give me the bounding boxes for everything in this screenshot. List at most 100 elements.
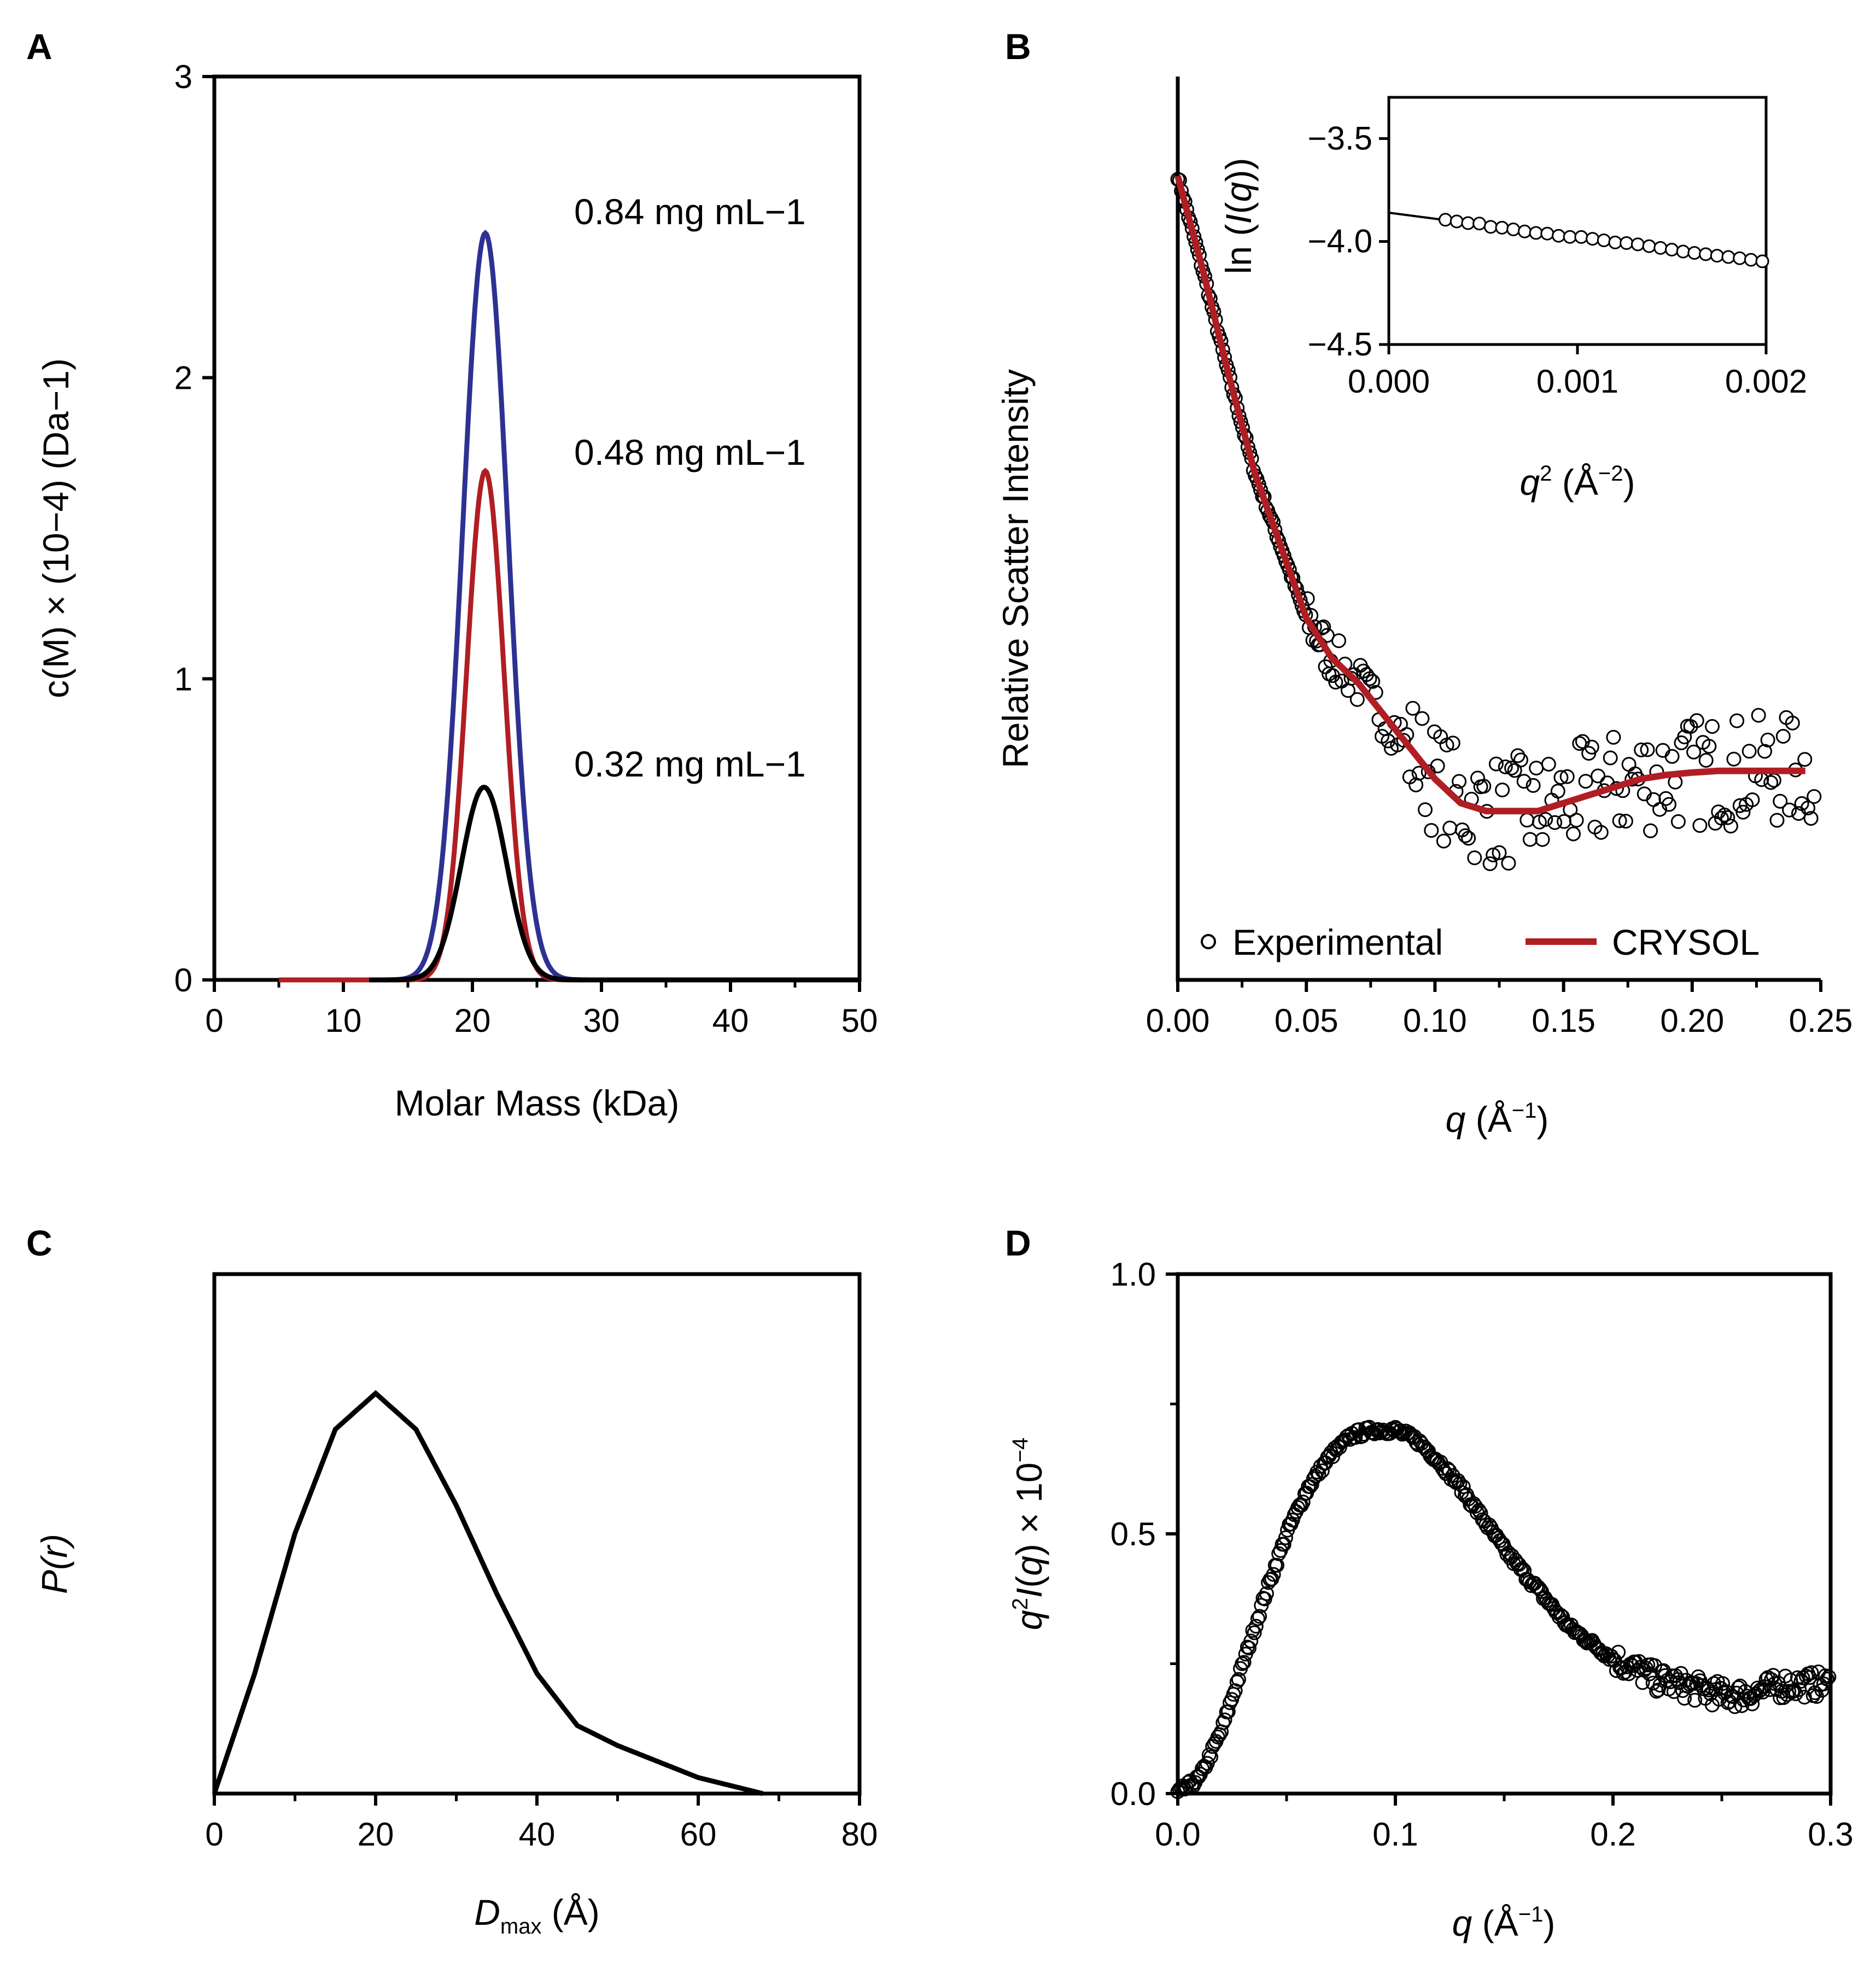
guinier-point xyxy=(1574,230,1588,244)
guinier-point xyxy=(1721,250,1735,264)
kratky-point xyxy=(1687,1692,1703,1708)
experimental-point xyxy=(1559,769,1575,784)
experimental-point xyxy=(1621,757,1637,772)
legend-label-crysol: CRYSOL xyxy=(1612,922,1760,962)
guinier-point xyxy=(1653,241,1668,255)
experimental-point xyxy=(1476,779,1492,794)
experimental-point xyxy=(1541,757,1556,772)
guinier-point xyxy=(1744,253,1758,267)
guinier-point xyxy=(1710,249,1724,263)
kratky-point xyxy=(1820,1672,1835,1687)
ytick-label-a: 2 xyxy=(174,360,192,396)
plot-frame-d xyxy=(1176,1272,1833,1796)
kratky-point xyxy=(1228,1683,1243,1698)
ytick-label-d: 0.5 xyxy=(1111,1516,1156,1552)
kratky-point xyxy=(1611,1644,1626,1660)
experimental-point xyxy=(1670,814,1686,829)
kratky-point xyxy=(1243,1633,1259,1649)
experimental-point xyxy=(1745,792,1760,808)
experimental-point xyxy=(1529,761,1544,776)
guinier-point xyxy=(1597,233,1611,247)
kratky-point xyxy=(1804,1665,1819,1680)
kratky-point xyxy=(1231,1672,1246,1687)
kratky-point xyxy=(1621,1666,1637,1681)
xtick-label-a: 20 xyxy=(454,1002,491,1039)
experimental-point xyxy=(1720,810,1735,825)
experimental-point xyxy=(1535,832,1550,847)
experimental-point xyxy=(1430,758,1445,774)
experimental-point xyxy=(1522,832,1538,847)
kratky-point xyxy=(1252,1609,1267,1624)
guinier-point xyxy=(1461,216,1475,230)
kratky-point xyxy=(1229,1674,1244,1690)
kratky-point xyxy=(1314,1463,1330,1479)
experimental-point xyxy=(1760,732,1775,748)
experimental-point xyxy=(1492,845,1507,860)
experimental-point xyxy=(1467,850,1482,866)
experimental-point xyxy=(1501,856,1516,871)
yaxis-title-a: c(M) × (10−4) (Da−1) xyxy=(36,358,76,698)
kratky-point xyxy=(1717,1685,1732,1701)
kratky-point xyxy=(1715,1676,1731,1691)
label-048: 0.48 mg mL−1 xyxy=(574,432,806,472)
kratky-point xyxy=(1785,1684,1800,1700)
ytick-label-a: 0 xyxy=(174,962,192,998)
xtick-label-b: 0.15 xyxy=(1532,1002,1596,1039)
kratky-point xyxy=(1250,1611,1265,1626)
guinier-point xyxy=(1472,217,1487,231)
xtick-label-c: 40 xyxy=(519,1816,556,1853)
panel-letter-b: B xyxy=(1005,26,1031,67)
label-032: 0.32 mg mL−1 xyxy=(574,744,806,784)
panel-a: A 0 10 20 30 40 50 0 1 2 3 0.84 mg mL−1 0.48 mg m… xyxy=(26,26,878,1123)
guinier-point xyxy=(1506,223,1521,236)
guinier-point xyxy=(1630,237,1645,252)
xtick-label-d: 0.3 xyxy=(1808,1816,1853,1853)
panel-letter-a: A xyxy=(26,26,52,67)
experimental-point xyxy=(1785,715,1800,731)
inset-xtick-label: 0.000 xyxy=(1348,363,1430,400)
experimental-point xyxy=(1424,823,1439,838)
experimental-point xyxy=(1486,848,1501,862)
kratky-point xyxy=(1788,1686,1803,1701)
xtick-label-c: 80 xyxy=(841,1816,878,1853)
experimental-point xyxy=(1723,819,1738,834)
kratky-point xyxy=(1259,1586,1274,1601)
experimental-point xyxy=(1773,793,1788,809)
experimental-point xyxy=(1504,761,1519,775)
experimental-point xyxy=(1547,815,1563,830)
experimental-point xyxy=(1405,700,1421,716)
experimental-point xyxy=(1640,742,1655,757)
axis-ticks-d: 0.0 0.1 0.2 0.3 0.0 0.5 1.0 xyxy=(1111,1256,1854,1853)
experimental-point xyxy=(1461,831,1476,846)
experimental-point xyxy=(1803,811,1819,826)
kratky-point xyxy=(1739,1689,1755,1704)
xtick-label-c: 20 xyxy=(358,1816,394,1853)
experimental-point xyxy=(1652,802,1667,817)
experimental-point xyxy=(1655,743,1670,758)
panel-letter-d: D xyxy=(1005,1223,1031,1263)
guinier-point xyxy=(1529,226,1543,240)
experimental-point xyxy=(1797,752,1813,767)
xtick-label-b: 0.05 xyxy=(1275,1002,1339,1039)
xtick-label-b: 0.10 xyxy=(1403,1002,1467,1039)
yaxis-title-b: Relative Scatter Intensity xyxy=(995,369,1036,768)
panel-letter-c: C xyxy=(26,1223,52,1263)
experimental-point xyxy=(1578,774,1593,789)
curve-a-0 xyxy=(279,230,858,983)
legend-b: Experimental CRYSOL xyxy=(1201,922,1760,962)
series-a xyxy=(279,230,858,983)
kratky-point xyxy=(1555,1609,1570,1625)
guinier-point xyxy=(1676,244,1690,259)
experimental-point xyxy=(1513,752,1528,768)
guinier-point xyxy=(1687,246,1702,260)
experimental-point xyxy=(1498,759,1513,774)
kratky-point xyxy=(1457,1488,1472,1503)
experimental-point xyxy=(1801,801,1815,816)
experimental-point xyxy=(1519,813,1535,828)
xaxis-title-a: Molar Mass (kDa) xyxy=(395,1083,680,1123)
guinier-point xyxy=(1608,235,1622,249)
experimental-point xyxy=(1418,802,1433,818)
experimental-point xyxy=(1526,778,1541,793)
xtick-label-b: 0.00 xyxy=(1146,1002,1210,1039)
